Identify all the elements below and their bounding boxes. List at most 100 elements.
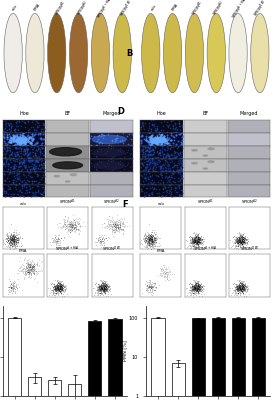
Point <box>238 230 242 236</box>
Point <box>236 243 241 249</box>
Point <box>196 281 201 288</box>
Point <box>242 236 246 242</box>
Point <box>194 234 198 240</box>
Point <box>100 283 105 290</box>
Point <box>148 152 153 158</box>
Point <box>32 270 37 277</box>
Point <box>23 270 28 277</box>
Point <box>195 240 199 246</box>
Point <box>152 287 156 293</box>
Point <box>180 190 185 196</box>
Point <box>166 184 170 190</box>
Point <box>121 215 126 221</box>
Point <box>196 282 200 289</box>
Point <box>58 279 63 286</box>
Point <box>158 150 162 156</box>
Point <box>26 270 31 276</box>
Point <box>241 286 245 292</box>
Point <box>23 146 27 153</box>
Point <box>28 266 32 273</box>
Point <box>149 151 153 157</box>
Point <box>73 223 78 229</box>
Point <box>46 284 51 291</box>
Point <box>99 285 103 292</box>
Point <box>235 237 240 244</box>
Point <box>12 160 16 167</box>
Point <box>189 240 193 246</box>
Point <box>8 242 13 248</box>
Point <box>231 281 235 288</box>
Point <box>11 285 15 292</box>
Point <box>70 221 75 227</box>
Point <box>241 281 245 288</box>
Point <box>99 286 103 292</box>
Point <box>144 240 149 246</box>
Point <box>177 191 181 198</box>
Point <box>104 284 108 290</box>
Point <box>195 286 199 292</box>
Point <box>37 144 41 151</box>
Point <box>140 132 144 138</box>
Point <box>39 257 44 264</box>
Point <box>190 285 195 291</box>
Point <box>115 216 119 222</box>
Point <box>196 290 201 296</box>
Point <box>41 192 46 198</box>
Point <box>191 238 196 245</box>
Point <box>10 234 14 241</box>
Point <box>114 225 118 232</box>
Point <box>193 233 198 239</box>
Point <box>58 280 62 286</box>
Point <box>116 216 121 223</box>
Point <box>194 240 198 247</box>
Point <box>150 136 155 143</box>
Point <box>61 291 65 297</box>
Point <box>171 129 175 135</box>
Point <box>10 236 15 243</box>
Point <box>25 262 30 268</box>
Point <box>19 138 23 144</box>
Point <box>238 244 242 250</box>
Point <box>57 286 61 292</box>
Point <box>32 144 37 150</box>
Point <box>112 135 117 142</box>
Point <box>195 283 199 290</box>
Point <box>195 285 200 292</box>
Point <box>112 222 116 228</box>
Point <box>194 240 198 246</box>
Point <box>103 280 107 287</box>
Point <box>20 132 25 139</box>
Point <box>147 234 152 240</box>
Point <box>236 236 241 242</box>
Point <box>55 285 59 291</box>
Point <box>9 236 13 242</box>
Point <box>102 285 106 291</box>
Point <box>96 292 100 298</box>
Point <box>99 288 103 294</box>
Point <box>239 286 244 292</box>
Point <box>192 235 196 242</box>
Point <box>29 261 33 267</box>
Point <box>196 241 200 248</box>
Point <box>55 236 60 242</box>
Point <box>146 283 150 289</box>
Point <box>94 141 99 148</box>
Point <box>240 283 244 290</box>
Point <box>195 286 199 292</box>
Point <box>29 271 33 278</box>
Point <box>232 239 236 246</box>
Point <box>148 136 152 142</box>
Point <box>165 122 170 129</box>
Point <box>159 138 163 145</box>
Point <box>54 239 59 245</box>
Point <box>26 266 31 273</box>
Point <box>97 288 101 294</box>
Point <box>238 235 242 241</box>
Point <box>99 282 103 288</box>
Point <box>112 221 117 227</box>
Point <box>241 234 245 240</box>
Point <box>161 266 165 272</box>
Point <box>235 290 240 296</box>
Point <box>197 234 201 240</box>
Point <box>30 133 34 140</box>
